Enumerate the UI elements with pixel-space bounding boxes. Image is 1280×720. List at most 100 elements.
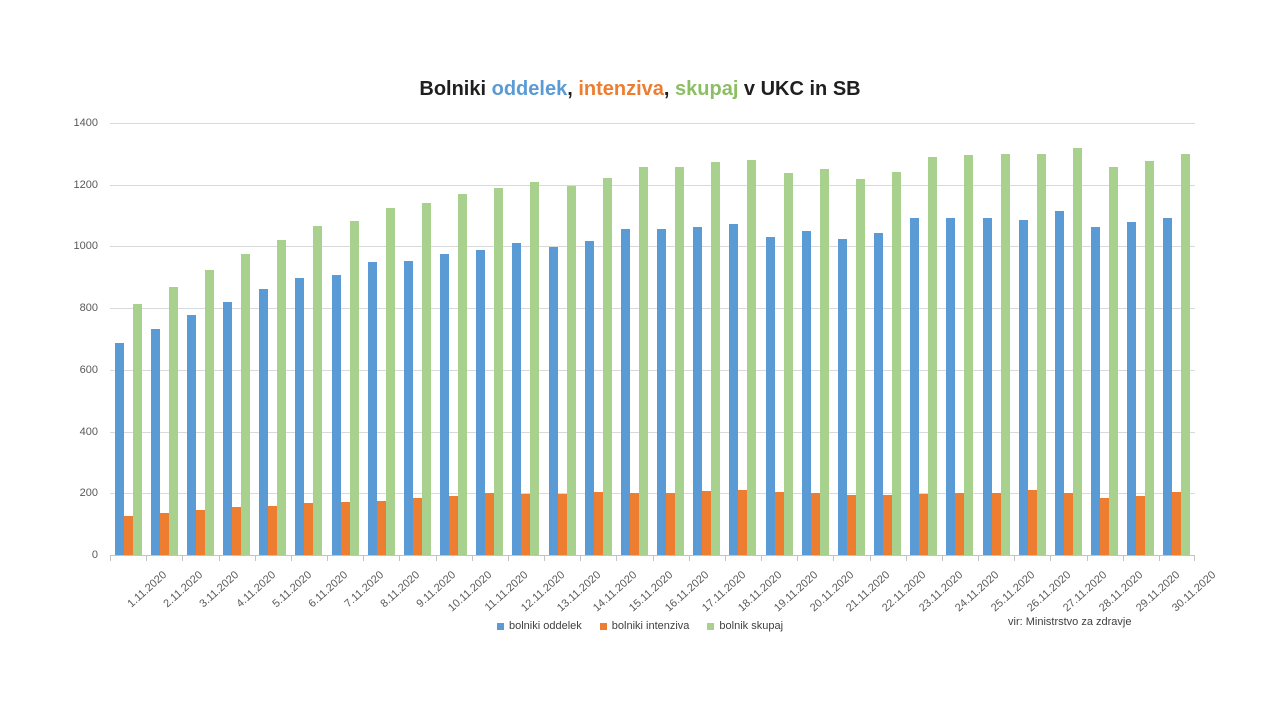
axis-tick	[1158, 556, 1160, 561]
title-segment-intenziva: intenziva	[578, 78, 664, 100]
x-axis-label-1.11.2020: 1.11.2020	[125, 569, 170, 611]
bar-bolnik-skupaj-6.11.2020	[313, 225, 323, 555]
axis-tick	[1086, 556, 1088, 561]
bar-bolnik-skupaj-15.11.2020	[638, 167, 648, 555]
axis-tick	[797, 556, 799, 561]
axis-tick	[1194, 556, 1195, 561]
y-axis-label-0: 0	[91, 549, 98, 561]
title-segment: v UKC in SB	[738, 78, 861, 100]
axis-tick	[327, 556, 328, 561]
bar-bolniki-oddelek-12.11.2020	[512, 243, 522, 555]
bar-bolnik-skupaj-24.11.2020	[964, 154, 974, 555]
bar-bolniki-intenziva-12.11.2020	[521, 493, 531, 555]
axis-tick	[1122, 556, 1124, 561]
gridline-1400	[110, 123, 1195, 124]
bar-bolnik-skupaj-1.11.2020	[132, 303, 142, 555]
bar-bolniki-oddelek-4.11.2020	[223, 302, 233, 555]
axis-tick	[905, 556, 907, 561]
x-axis-label-6.11.2020: 6.11.2020	[306, 569, 351, 611]
bar-bolniki-intenziva-17.11.2020	[702, 491, 712, 555]
gridline-1200	[110, 184, 1195, 186]
axis-tick	[544, 556, 545, 561]
gridline-400	[110, 431, 1195, 433]
axis-tick	[471, 556, 473, 561]
axis-tick	[507, 556, 509, 561]
bar-bolnik-skupaj-4.11.2020	[241, 253, 251, 555]
bar-bolnik-skupaj-27.11.2020	[1072, 147, 1082, 555]
source-note: vir: Ministrstvo za zdravje	[1008, 616, 1132, 628]
bar-bolniki-oddelek-6.11.2020	[295, 277, 305, 555]
bar-bolniki-intenziva-27.11.2020	[1063, 492, 1073, 555]
bar-bolniki-oddelek-23.11.2020	[910, 218, 920, 555]
axis-tick	[218, 556, 220, 561]
title-segment: ,	[567, 78, 579, 100]
bar-bolniki-oddelek-14.11.2020	[584, 241, 594, 555]
bar-bolnik-skupaj-2.11.2020	[168, 287, 178, 555]
axis-tick	[978, 556, 979, 561]
bar-bolniki-oddelek-18.11.2020	[729, 224, 739, 555]
bar-bolniki-oddelek-7.11.2020	[331, 275, 341, 555]
bar-bolnik-skupaj-30.11.2020	[1181, 154, 1191, 555]
y-axis-label-1000: 1000	[73, 240, 98, 253]
bar-bolniki-oddelek-22.11.2020	[874, 233, 884, 555]
bar-bolnik-skupaj-23.11.2020	[928, 156, 938, 555]
gridline-800	[110, 308, 1195, 310]
x-axis-label-5.11.2020: 5.11.2020	[270, 569, 314, 611]
bar-bolniki-intenziva-16.11.2020	[666, 492, 676, 555]
axis-tick	[869, 556, 871, 561]
bar-bolnik-skupaj-16.11.2020	[675, 166, 685, 555]
bar-bolnik-skupaj-13.11.2020	[566, 185, 576, 555]
bar-bolniki-oddelek-28.11.2020	[1091, 227, 1101, 555]
legend-marker-intenziva-icon	[599, 622, 607, 630]
bar-bolniki-oddelek-2.11.2020	[150, 329, 160, 555]
axis-tick	[182, 556, 184, 561]
bar-bolnik-skupaj-19.11.2020	[783, 173, 793, 555]
bar-bolniki-intenziva-4.11.2020	[232, 506, 242, 555]
bar-bolniki-intenziva-28.11.2020	[1100, 497, 1110, 555]
bar-bolniki-intenziva-30.11.2020	[1172, 491, 1182, 555]
bar-bolnik-skupaj-7.11.2020	[349, 221, 359, 555]
gridline-600	[110, 369, 1195, 371]
bar-bolniki-intenziva-5.11.2020	[268, 505, 278, 555]
bar-bolniki-oddelek-10.11.2020	[440, 254, 450, 555]
axis-tick	[580, 556, 582, 561]
bar-bolnik-skupaj-29.11.2020	[1145, 160, 1155, 555]
bar-bolniki-intenziva-1.11.2020	[123, 515, 133, 555]
title-segment: Bolniki	[419, 78, 492, 100]
bar-bolniki-intenziva-11.11.2020	[485, 493, 495, 555]
bar-bolnik-skupaj-8.11.2020	[385, 208, 395, 555]
legend-item-intenziva: bolniki intenziva	[599, 620, 689, 632]
bar-bolnik-skupaj-26.11.2020	[1036, 154, 1046, 555]
gridline-1000	[110, 246, 1195, 248]
bar-bolniki-oddelek-29.11.2020	[1127, 222, 1137, 555]
legend: bolniki oddelek bolniki intenziva bolnik…	[0, 620, 1280, 632]
title-segment-skupaj: skupaj	[675, 78, 739, 100]
bar-bolnik-skupaj-28.11.2020	[1109, 167, 1119, 555]
bar-bolniki-intenziva-6.11.2020	[304, 503, 314, 555]
x-axis-label-8.11.2020: 8.11.2020	[378, 569, 423, 611]
bar-bolnik-skupaj-25.11.2020	[1000, 154, 1010, 555]
axis-tick	[363, 556, 365, 561]
bar-bolniki-intenziva-24.11.2020	[955, 493, 965, 555]
bar-bolnik-skupaj-3.11.2020	[204, 269, 214, 555]
bar-bolnik-skupaj-18.11.2020	[747, 159, 757, 555]
bar-bolniki-oddelek-13.11.2020	[548, 247, 558, 555]
bar-bolnik-skupaj-11.11.2020	[494, 187, 504, 555]
x-axis-label-2.11.2020: 2.11.2020	[161, 569, 206, 611]
bar-bolnik-skupaj-20.11.2020	[819, 168, 829, 555]
title-segment-oddelek: oddelek	[491, 78, 568, 100]
title-segment: ,	[663, 78, 676, 100]
bar-bolniki-intenziva-22.11.2020	[883, 494, 893, 555]
bar-bolniki-oddelek-25.11.2020	[982, 218, 992, 555]
y-axis-label-1400: 1400	[73, 117, 98, 129]
legend-label-skupaj: bolnik skupaj	[719, 620, 784, 632]
bar-bolniki-oddelek-16.11.2020	[657, 229, 667, 555]
bar-bolniki-intenziva-19.11.2020	[774, 492, 784, 555]
bar-bolniki-oddelek-26.11.2020	[1018, 219, 1028, 555]
bar-bolniki-intenziva-21.11.2020	[846, 495, 856, 555]
axis-tick	[761, 556, 762, 561]
x-axis-line	[110, 555, 1195, 556]
bar-bolnik-skupaj-9.11.2020	[421, 203, 431, 555]
bar-bolniki-intenziva-15.11.2020	[629, 493, 639, 555]
